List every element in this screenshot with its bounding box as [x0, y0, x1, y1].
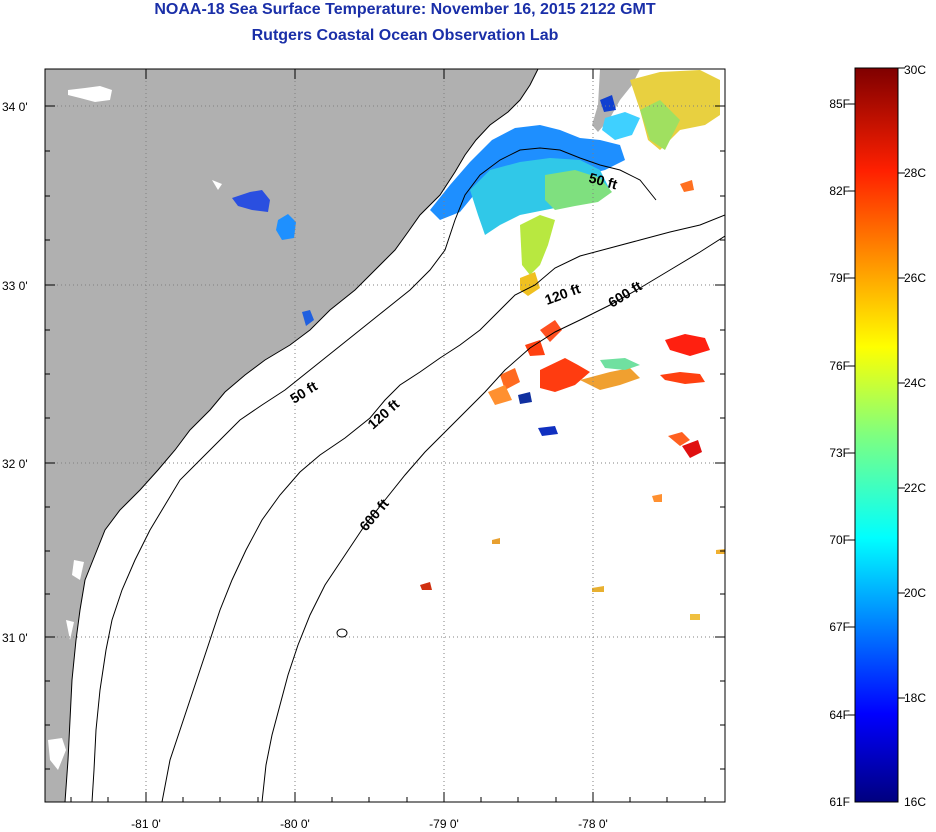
- lon-label-80: -80 0': [280, 817, 310, 831]
- contour-50ft: [91, 147, 657, 802]
- axis-ticks: [45, 69, 725, 802]
- map-subtitle: Rutgers Coastal Ocean Observation Lab: [251, 27, 559, 44]
- colorbar-f-70: 70F: [829, 533, 850, 547]
- colorbar-c-26: 26C: [904, 271, 926, 285]
- colorbar-c-24: 24C: [904, 376, 926, 390]
- lat-label-34: 34 0': [2, 100, 28, 114]
- colorbar-f-85: 85F: [829, 97, 850, 111]
- plot-frame: [44, 68, 726, 803]
- map-title: NOAA-18 Sea Surface Temperature: Novembe…: [154, 1, 656, 18]
- land-mass-northeast: [592, 69, 640, 132]
- colorbar-c-20: 20C: [904, 586, 926, 600]
- colorbar-c-22: 22C: [904, 481, 926, 495]
- lon-label-78: -78 0': [578, 817, 608, 831]
- graticule: [45, 69, 725, 802]
- sst-nearshore: [430, 125, 625, 220]
- colorbar-f-67: 67F: [829, 620, 850, 634]
- colorbar-c-18: 18C: [904, 691, 926, 705]
- colorbar-c-30: 30C: [904, 63, 926, 77]
- colorbar-f-79: 79F: [829, 271, 850, 285]
- contour-120ft: [161, 214, 725, 802]
- colorbar-ticks: [848, 67, 905, 716]
- colorbar-f-82: 82F: [829, 184, 850, 198]
- contour-label-50ft-north: 50 ft: [587, 169, 619, 192]
- lat-label-31: 31 0': [2, 631, 28, 645]
- colorbar-f-76: 76F: [829, 359, 850, 373]
- coastline: [64, 69, 539, 802]
- land-mass: [45, 69, 538, 802]
- lat-label-33: 33 0': [2, 279, 28, 293]
- colorbar: [854, 67, 899, 803]
- colorbar-f-64: 64F: [829, 708, 850, 722]
- lon-label-81: -81 0': [131, 817, 161, 831]
- colorbar-c-16: 16C: [904, 795, 926, 809]
- contour-600ft: [261, 235, 725, 802]
- colorbar-c-28: 28C: [904, 166, 926, 180]
- colorbar-f-61: 61F: [829, 795, 850, 809]
- lat-label-32: 32 0': [2, 457, 28, 471]
- colorbar-f-73: 73F: [829, 446, 850, 460]
- lon-label-79: -79 0': [429, 817, 459, 831]
